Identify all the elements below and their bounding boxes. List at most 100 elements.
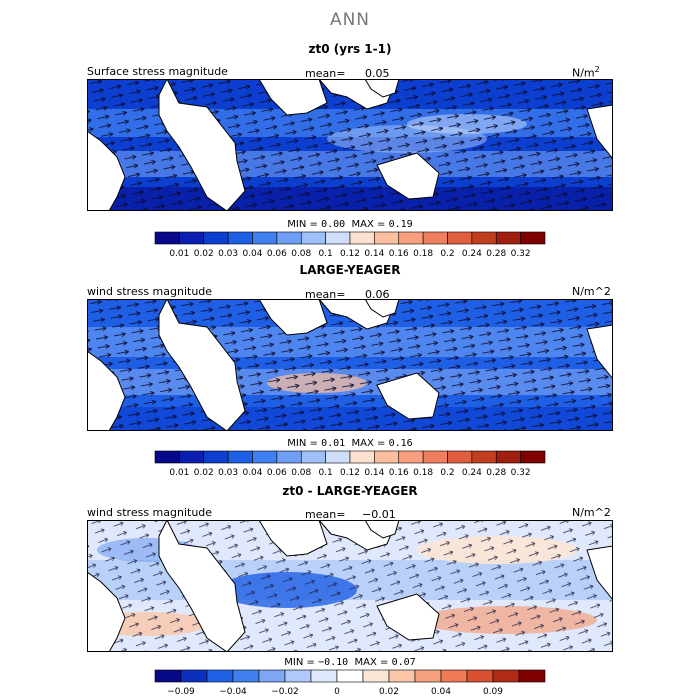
colorbar-swatch xyxy=(362,669,390,683)
colorbar-tick-label: 0.18 xyxy=(413,468,433,478)
panel3-americas-west xyxy=(586,545,613,601)
panel2-colorbar: 0.01 0.02 0.03 0.04 0.06 0.08 0.1 0.12 0.14 0.16 0… xyxy=(154,450,546,478)
panel2-australia xyxy=(376,372,440,420)
colorbar-swatch xyxy=(336,669,364,683)
panel1-mean-label: mean= xyxy=(305,67,346,80)
colorbar-tick-label: 0.02 xyxy=(194,249,214,259)
panel1-frame xyxy=(87,79,613,211)
colorbar-tick-label: 0.28 xyxy=(486,249,506,259)
panel3-units: N/m^2 xyxy=(572,506,611,519)
colorbar-tick-label: 0.02 xyxy=(379,687,399,697)
colorbar-tick-label: 0.2 xyxy=(440,249,454,259)
colorbar-swatch xyxy=(206,669,234,683)
panel1-colorbar: 0.01 0.02 0.03 0.04 0.06 0.08 0.1 0.12 0.14 0.16 0… xyxy=(154,231,546,259)
panel3-australia xyxy=(376,593,440,641)
panel1-units-base: N/m xyxy=(572,66,595,80)
colorbar-swatch xyxy=(300,450,326,464)
panel1-units-sup: 2 xyxy=(594,65,600,74)
colorbar-tick-label: 0.08 xyxy=(291,468,311,478)
colorbar-swatch xyxy=(276,231,302,245)
colorbar-tick-label: −0.02 xyxy=(271,687,299,697)
panel3-min-value: −0.10 xyxy=(318,657,349,668)
colorbar-swatch xyxy=(276,450,302,464)
panel1-arabia xyxy=(258,79,328,116)
colorbar-swatch xyxy=(466,669,494,683)
panel2-max-value: 0.16 xyxy=(388,438,413,449)
colorbar-swatch xyxy=(349,450,375,464)
panel1-min-value: 0.00 xyxy=(321,219,346,230)
colorbar-tick-label: 0.24 xyxy=(462,468,482,478)
colorbar-swatch xyxy=(495,231,521,245)
colorbar-tick-label: 0.01 xyxy=(169,468,189,478)
panel1-australia xyxy=(376,152,440,200)
colorbar-tick-label: −0.04 xyxy=(219,687,247,697)
colorbar-swatch xyxy=(398,231,424,245)
panel3-field-label: wind stress magnitude xyxy=(87,506,213,519)
panel3-colorbar: −0.09 −0.04 −0.02 0 0.02 0.04 0.09 xyxy=(154,669,546,697)
panel2-minmax: MIN = 0.01 MAX = 0.16 xyxy=(0,438,700,449)
panel3-africa xyxy=(158,520,246,652)
panel2-frame xyxy=(87,299,613,431)
panel3-mean-label: mean= xyxy=(305,508,346,521)
panel1-field-label: Surface stress magnitude xyxy=(87,65,228,78)
colorbar-tick-label: 0.04 xyxy=(431,687,451,697)
panel2-title: LARGE-YEAGER xyxy=(299,263,401,277)
panel2-mean-value: 0.06 xyxy=(365,288,390,301)
panel2-min-label: MIN = xyxy=(287,438,318,449)
panel3-map xyxy=(87,520,613,652)
panel1-map xyxy=(87,79,613,211)
colorbar-tick-label: 0.02 xyxy=(194,468,214,478)
colorbar-swatch xyxy=(252,231,278,245)
panel2-units: N/m^2 xyxy=(572,285,611,298)
panel1-mean-value: 0.05 xyxy=(365,67,390,80)
colorbar-swatch xyxy=(325,231,351,245)
colorbar-swatch xyxy=(374,231,400,245)
colorbar-swatch xyxy=(252,450,278,464)
colorbar-swatch xyxy=(492,669,520,683)
colorbar-tick-label: 0.1 xyxy=(318,468,332,478)
colorbar-swatch xyxy=(447,450,473,464)
colorbar-tick-label: 0.18 xyxy=(413,249,433,259)
panel1-s-america-east xyxy=(87,130,126,211)
panel1-china xyxy=(364,79,400,98)
colorbar-tick-label: 0.32 xyxy=(511,249,531,259)
colorbar-tick-label: 0 xyxy=(334,687,340,697)
colorbar-swatch xyxy=(520,450,546,464)
colorbar-swatch xyxy=(227,231,253,245)
colorbar-tick-label: 0.06 xyxy=(267,468,287,478)
colorbar-tick-label: 0.04 xyxy=(242,468,262,478)
colorbar-swatch xyxy=(422,231,448,245)
panel2-max-label: MAX = xyxy=(351,438,386,449)
colorbar-swatch xyxy=(154,450,180,464)
colorbar-tick-label: 0.14 xyxy=(364,249,384,259)
colorbar-swatch xyxy=(388,669,416,683)
panel2-field-label: wind stress magnitude xyxy=(87,285,213,298)
panel1-americas-west xyxy=(586,104,613,160)
panel2-africa xyxy=(158,299,246,431)
panel2-arabia xyxy=(258,299,328,336)
colorbar-tick-label: 0.24 xyxy=(462,249,482,259)
panel1-min-label: MIN = xyxy=(287,219,318,230)
colorbar-tick-label: 0.28 xyxy=(486,468,506,478)
panel2-map xyxy=(87,299,613,431)
colorbar-swatch xyxy=(154,231,180,245)
colorbar-swatch xyxy=(300,231,326,245)
panel1-title: zt0 (yrs 1-1) xyxy=(308,42,392,56)
colorbar-swatch xyxy=(414,669,442,683)
panel3-title: zt0 - LARGE-YEAGER xyxy=(282,484,418,498)
panel3-minmax: MIN = −0.10 MAX = 0.07 xyxy=(0,657,700,668)
colorbar-tick-label: 0.14 xyxy=(364,468,384,478)
colorbar-swatch xyxy=(349,231,375,245)
colorbar-swatch xyxy=(310,669,338,683)
colorbar-swatch xyxy=(495,450,521,464)
panel3-frame xyxy=(87,520,613,652)
colorbar-tick-label: 0.01 xyxy=(169,249,189,259)
panel3-min-label: MIN = xyxy=(284,657,315,668)
panel2-china xyxy=(364,299,400,318)
colorbar-tick-label: 0.03 xyxy=(218,468,238,478)
colorbar-swatch xyxy=(180,669,208,683)
colorbar-tick-label: 0.06 xyxy=(267,249,287,259)
colorbar-tick-label: 0.16 xyxy=(389,468,409,478)
colorbar-swatch xyxy=(203,450,229,464)
panel1-africa xyxy=(158,79,246,211)
